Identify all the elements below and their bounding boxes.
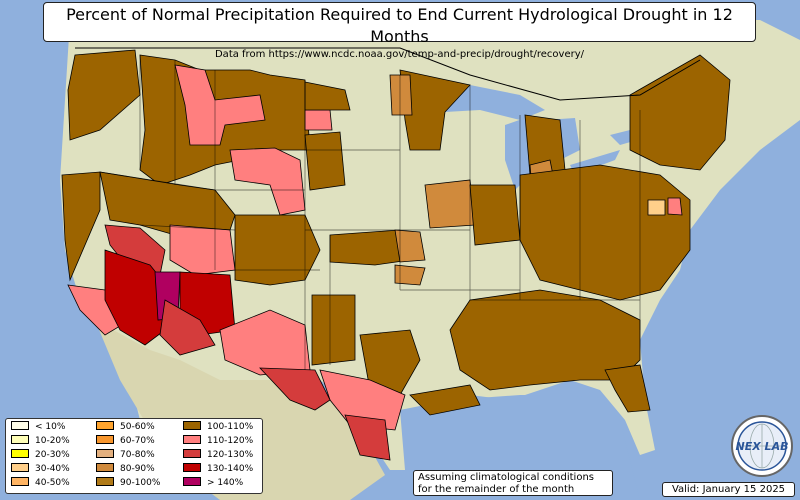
region-montana-pink [174,64,266,146]
region-southeast-brown [449,289,641,391]
legend-item: 30-40% [11,463,70,475]
logo-text: NEX LAB [736,440,789,453]
legend-item: 50-60% [96,421,155,433]
region-dakota-pink [304,109,333,131]
legend-item: 110-120% [183,435,253,447]
legend-swatch [183,477,201,486]
valid-date: Valid: January 15 2025 [662,482,795,497]
legend-swatch [11,463,29,472]
region-northeast-brown [629,54,731,171]
legend-item: 90-100% [96,477,160,489]
legend-swatch [96,421,114,430]
region-wa-or [67,49,141,141]
legend-item: 120-130% [183,449,253,461]
region-colorado-brown [234,214,321,286]
legend-swatch [11,477,29,486]
great-lakes [420,85,655,190]
legend-swatch [11,435,29,444]
legend-item: 100-110% [183,421,253,433]
region-nm-red [159,299,216,356]
region-wyoming-pink [229,147,306,216]
region-az-darkred [104,249,171,346]
legend-item: 80-90% [96,463,155,475]
legend-item: 10-20% [11,435,70,447]
legend-swatch [96,449,114,458]
legend-item: 20-30% [11,449,70,461]
region-oklahoma-brown [311,294,356,366]
legend-swatch [96,477,114,486]
nexlab-logo: NEX LAB [731,415,793,477]
legend-swatch [96,435,114,444]
region-florida-brown [604,364,651,413]
legend-item: 40-50% [11,477,70,489]
region-texas-red [259,367,391,461]
drought-regions [61,49,731,461]
legend-swatch [183,449,201,458]
region-plains-light [394,229,426,286]
legend-item: < 10% [11,421,65,433]
legend-item: 60-70% [96,435,155,447]
legend-item: > 140% [183,477,243,489]
legend-swatch [183,435,201,444]
mexico-land [95,320,385,500]
legend-item: 70-80% [96,449,155,461]
legend-swatch [183,463,201,472]
map-subtitle: Data from https://www.ncdc.noaa.gov/temp… [214,49,585,60]
region-iowa-brown [469,184,521,246]
legend-swatch [96,463,114,472]
region-california [61,171,101,282]
region-midatlantic-pink [667,197,683,216]
legend-item: 130-140% [183,463,253,475]
region-gulf-brown [409,384,481,416]
region-socal-pink [67,284,131,336]
legend: < 10% 10-20% 20-30% 30-40% 40-50% 50-60%… [5,418,263,494]
region-midatlantic-light [647,199,666,216]
state-borders [99,55,641,370]
assumption-note: Assuming climatological conditions for t… [413,470,613,496]
region-east-brown [519,164,691,301]
us-canada-border [75,47,701,101]
map-title: Percent of Normal Precipitation Required… [66,5,733,46]
title-box: Percent of Normal Precipitation Required… [43,2,756,60]
legend-swatch [11,421,29,430]
legend-swatch [183,421,201,430]
legend-swatch [11,449,29,458]
